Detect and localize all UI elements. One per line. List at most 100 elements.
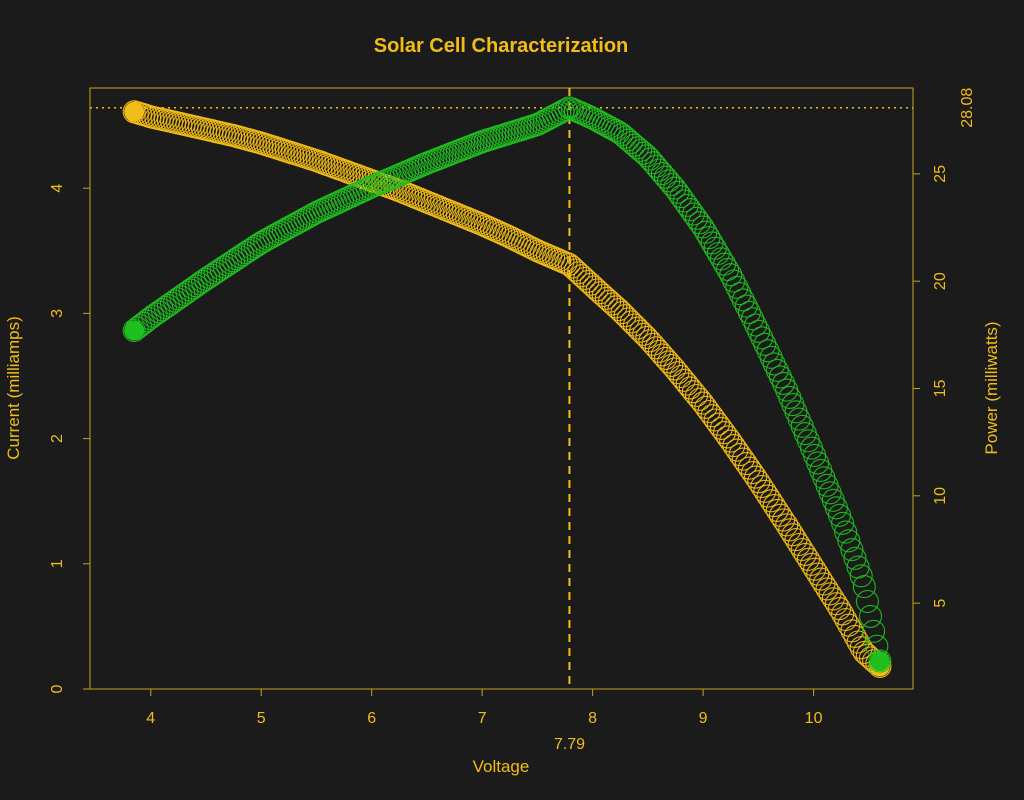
power-point: [725, 275, 749, 299]
power-end-point: [124, 320, 145, 341]
current-point: [616, 307, 640, 331]
power-point: [684, 206, 709, 230]
power-point: [840, 538, 864, 562]
power-point: [855, 589, 879, 614]
power-point: [843, 546, 867, 570]
current-point: [694, 395, 718, 419]
current-point: [849, 636, 873, 660]
x-tick-label: 9: [699, 710, 708, 727]
power-point: [858, 604, 883, 628]
current-point: [625, 316, 650, 340]
power-point: [166, 287, 190, 311]
power-end-point: [869, 651, 890, 672]
power-point: [666, 180, 690, 204]
y2-tick-label: 10: [932, 487, 949, 505]
current-point: [619, 310, 643, 334]
current-point: [706, 412, 730, 436]
power-point: [722, 269, 746, 293]
power-point: [762, 352, 786, 376]
power-point: [837, 529, 861, 553]
current-point: [607, 298, 631, 322]
current-point: [632, 322, 656, 346]
x-tick-label: 5: [257, 710, 266, 727]
power-point: [744, 313, 768, 337]
x-tick-label: 7: [478, 710, 487, 727]
current-point: [725, 438, 749, 462]
power-point: [719, 263, 743, 287]
power-point: [147, 300, 171, 324]
power-point: [141, 304, 165, 328]
y2-tick-label: 15: [932, 380, 949, 398]
current-point: [691, 391, 715, 415]
power-point: [831, 511, 855, 535]
current-point: [554, 251, 578, 275]
power-point: [175, 280, 199, 304]
current-point: [622, 313, 646, 337]
current-point: [722, 434, 746, 458]
power-point: [747, 319, 771, 343]
current-point: [613, 304, 637, 328]
power-point: [566, 100, 591, 124]
power-point: [629, 138, 653, 163]
power-point: [181, 276, 205, 300]
power-point: [184, 274, 208, 298]
y-tick-label: 4: [49, 184, 66, 193]
current-point: [684, 383, 709, 408]
power-point: [834, 520, 858, 544]
current-point: [737, 456, 761, 480]
x-axis-label: Voltage: [473, 757, 530, 776]
power-point: [728, 282, 752, 306]
chart-title: Solar Cell Characterization: [374, 35, 629, 57]
power-point: [672, 189, 696, 213]
current-point: [688, 387, 712, 411]
current-point: [728, 443, 752, 467]
max-power-label: 28.08: [959, 88, 976, 128]
y2-axis-label: Power (milliwatts): [982, 321, 1001, 454]
current-point: [604, 295, 628, 319]
current-point: [731, 447, 755, 471]
power-point: [868, 649, 892, 673]
y2-tick-label: 20: [932, 272, 949, 290]
y-axis-label: Current (milliamps): [4, 316, 23, 460]
power-point: [604, 119, 628, 143]
current-point: [542, 246, 566, 270]
power-point: [740, 307, 765, 331]
power-point: [734, 294, 758, 318]
current-point: [712, 421, 737, 445]
current-point: [709, 416, 733, 440]
y-tick-label: 3: [49, 309, 66, 318]
x-tick-label: 4: [146, 710, 155, 727]
current-point: [719, 429, 743, 453]
power-point: [669, 185, 693, 209]
x-tick-label: 6: [367, 710, 376, 727]
power-point: [852, 575, 876, 599]
power-point: [607, 120, 631, 144]
current-point: [545, 247, 569, 271]
x-tick-label: 8: [588, 710, 597, 727]
current-end-point: [124, 101, 145, 122]
current-point: [740, 461, 765, 485]
power-point: [122, 318, 146, 343]
current-point: [601, 292, 625, 316]
power-point: [765, 358, 789, 382]
current-point: [700, 404, 724, 428]
power-point: [759, 345, 783, 369]
current-point: [716, 425, 740, 449]
power-point: [678, 198, 702, 222]
power-point: [144, 302, 168, 326]
y2-tick-label: 5: [932, 599, 949, 608]
power-point: [756, 339, 780, 363]
power-point: [681, 202, 705, 226]
power-point: [675, 193, 699, 217]
y2-tick-label: 25: [932, 165, 949, 183]
power-point: [750, 326, 774, 350]
current-point: [697, 399, 721, 424]
current-point: [629, 319, 653, 343]
power-point: [178, 278, 202, 302]
power-point: [731, 288, 755, 312]
y-tick-label: 0: [49, 684, 66, 693]
power-point: [172, 282, 196, 307]
power-point: [163, 289, 187, 313]
power-point: [771, 371, 796, 395]
